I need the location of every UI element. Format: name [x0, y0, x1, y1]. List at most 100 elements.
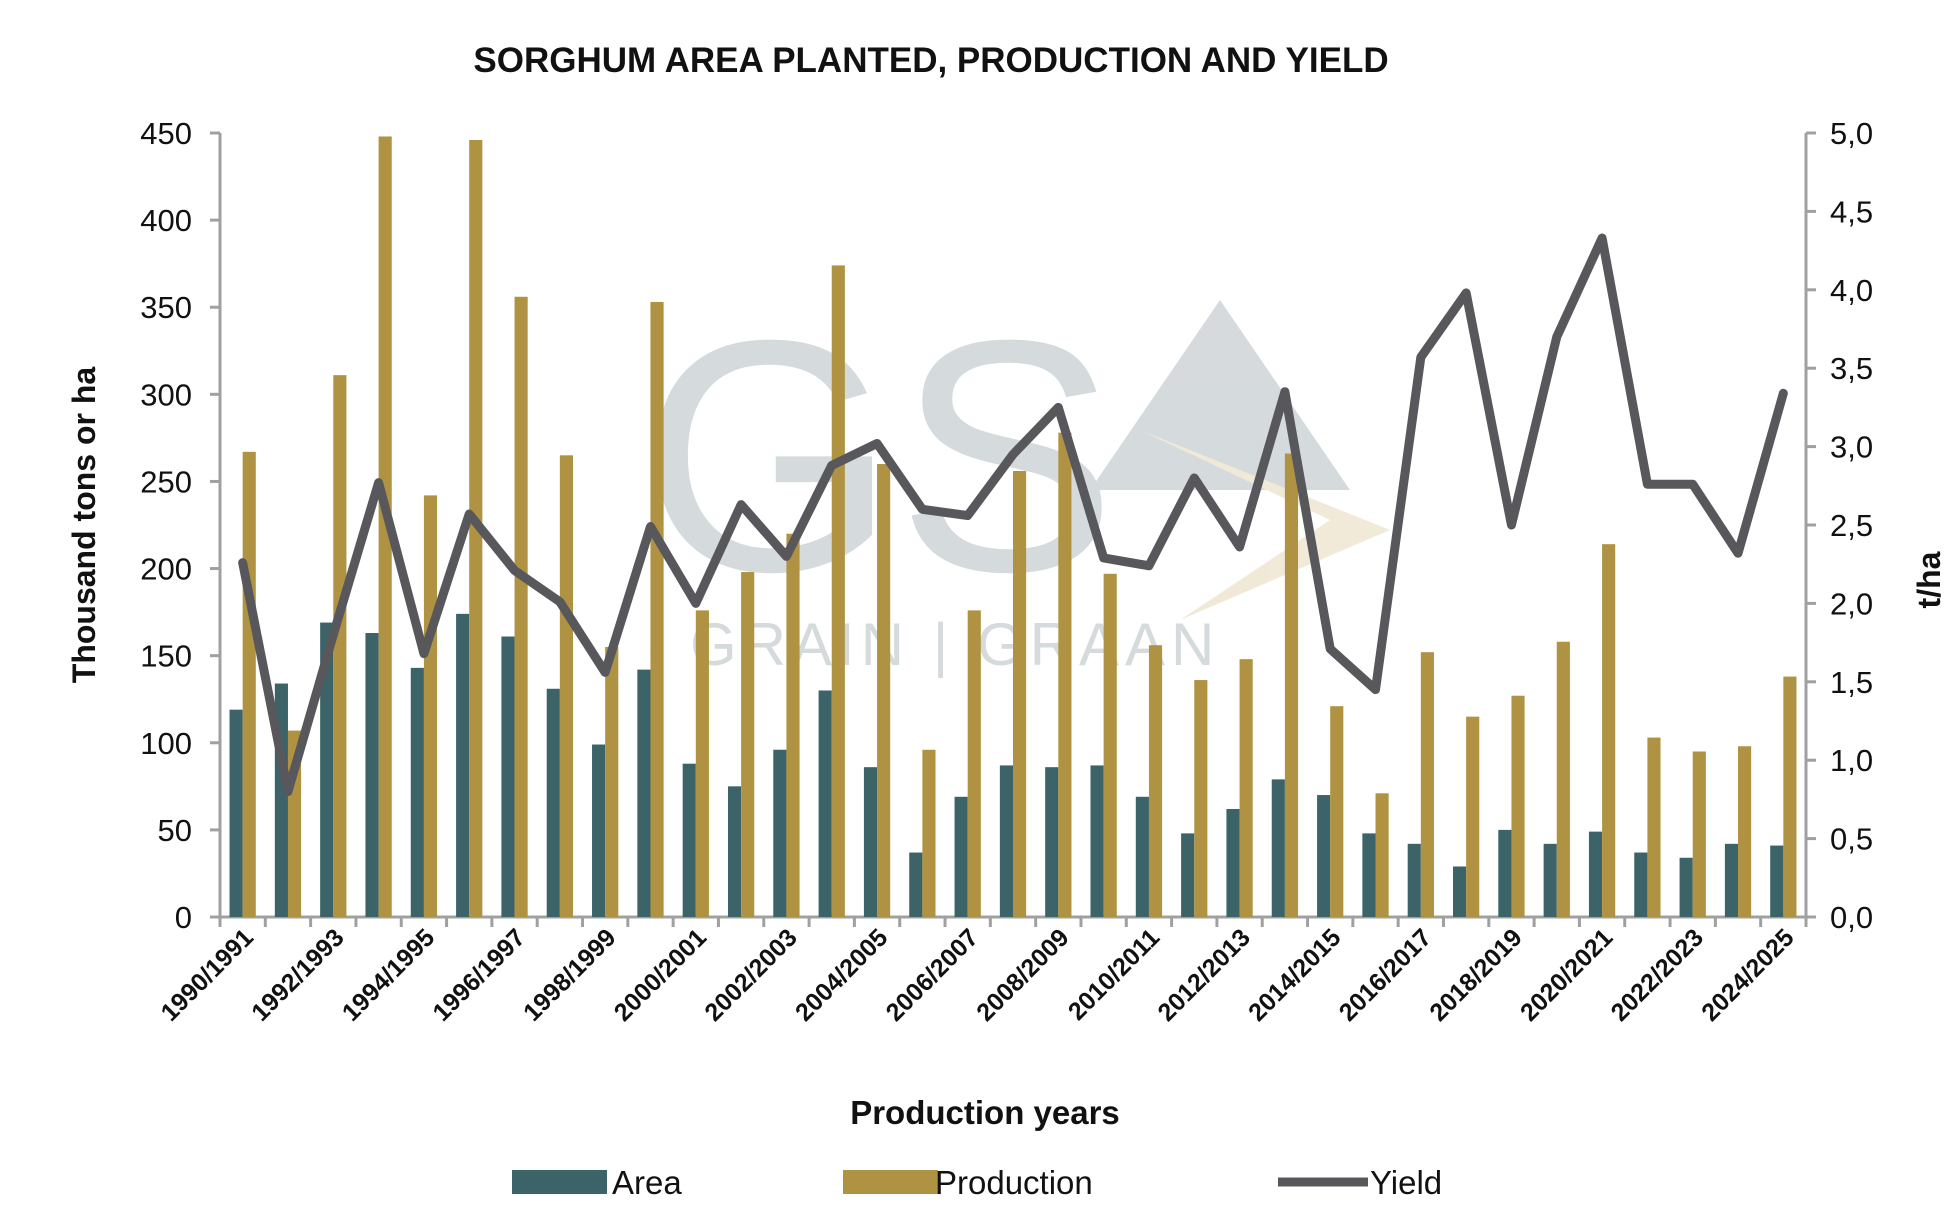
yield-point [921, 508, 924, 511]
bar-production [1103, 573, 1117, 917]
x-tick-label: 2020/2021 [1515, 923, 1618, 1026]
bar-area [501, 636, 515, 917]
yield-line-group [238, 233, 1788, 797]
bar-area [456, 613, 470, 917]
bar-area [637, 669, 651, 917]
y2-tick-label: 3,0 [1830, 430, 1873, 465]
y2-tick-label: 4,0 [1830, 273, 1873, 308]
yield-point [377, 481, 380, 484]
x-tick-label: 1998/1999 [518, 923, 621, 1026]
bar-area [909, 852, 923, 917]
bar-production [1602, 544, 1616, 917]
bar-production [242, 451, 256, 917]
x-tick-label: 2010/2011 [1063, 923, 1165, 1025]
y2-tick-label: 2,0 [1830, 586, 1873, 621]
x-tick-labels: 1990/19911992/19931994/19951996/19971998… [156, 923, 1800, 1026]
y-tick-label: 100 [140, 726, 192, 761]
bar-production [514, 296, 528, 917]
bar-production [1239, 659, 1253, 917]
bar-production [650, 301, 664, 917]
bar-production [1783, 676, 1797, 917]
yield-point [1012, 453, 1014, 456]
yield-point [422, 652, 425, 655]
bar-area [1543, 843, 1557, 917]
bar-area [1045, 767, 1059, 917]
yield-point [1329, 647, 1332, 650]
bar-production [1375, 793, 1389, 917]
bar-production [559, 455, 573, 917]
yield-point [649, 525, 652, 528]
bar-production [1647, 737, 1661, 917]
y2-tick-label: 2,5 [1830, 508, 1873, 543]
yield-point [1737, 552, 1740, 555]
x-tick-label: 1996/1997 [427, 923, 530, 1026]
y2-tick-label: 1,5 [1830, 665, 1873, 700]
yield-point [876, 442, 879, 445]
bar-area [1135, 796, 1149, 917]
legend-label-production: Production [935, 1164, 1093, 1201]
yield-point [558, 600, 561, 603]
y2-tick-label: 1,0 [1830, 743, 1873, 778]
x-tick-label: 1992/1993 [246, 923, 349, 1026]
bar-area [1271, 779, 1285, 917]
yield-point [740, 503, 743, 506]
bar-production [741, 572, 755, 917]
yield-point [1782, 392, 1785, 395]
y2-tick-label: 5,0 [1830, 116, 1873, 151]
y-axis-label: Thousand tons or ha [66, 367, 102, 684]
bar-area [1588, 831, 1603, 917]
x-axis-label: Production years [850, 1094, 1120, 1131]
yield-point [1419, 356, 1422, 359]
bar-area [320, 622, 334, 917]
bar-production [423, 495, 438, 917]
x-tick-label: 2008/2009 [971, 923, 1074, 1026]
bar-production [605, 646, 619, 917]
x-tick-label: 2018/2019 [1424, 923, 1527, 1026]
bar-area [592, 744, 606, 917]
yield-point [1691, 483, 1694, 486]
yield-point [1057, 406, 1060, 409]
bar-production [1511, 695, 1525, 917]
bar-production [877, 464, 891, 917]
y2-tick-label: 4,5 [1830, 194, 1873, 229]
yield-point [1601, 237, 1604, 240]
yield-point [694, 602, 697, 605]
bar-production [1058, 432, 1072, 917]
y-tick-label: 200 [140, 552, 192, 587]
bar-production [1420, 652, 1434, 917]
y-tick-label: 400 [140, 203, 192, 238]
bar-area [1634, 852, 1648, 917]
yield-point [1102, 556, 1105, 559]
yield-point [1283, 390, 1286, 393]
bar-area [410, 667, 424, 917]
bar-area [1724, 843, 1739, 917]
y-tick-label: 350 [140, 290, 192, 325]
y2-tick-label: 0,5 [1830, 822, 1873, 857]
x-tick-label: 2012/2013 [1152, 923, 1255, 1026]
bar-production [1284, 453, 1299, 917]
watermark-subtext: GRAIN | GRAAN [690, 611, 1220, 678]
yield-point [830, 464, 833, 467]
bar-area [1770, 845, 1784, 917]
y-tick-label: 450 [140, 116, 192, 151]
x-tick-label: 2014/2015 [1243, 923, 1346, 1026]
bar-production [1013, 470, 1027, 917]
bar-production [786, 533, 800, 917]
bar-production [695, 610, 709, 917]
bar-area [682, 763, 696, 917]
yield-point [1646, 483, 1649, 486]
yield-point [604, 671, 607, 674]
bar-area [863, 767, 878, 917]
bar-area [1362, 833, 1376, 917]
legend-label-area: Area [612, 1164, 682, 1201]
bar-area [1317, 795, 1331, 917]
bar-area [1090, 765, 1104, 917]
chart-title: SORGHUM AREA PLANTED, PRODUCTION AND YIE… [473, 41, 1388, 80]
bar-area [1407, 843, 1421, 917]
yield-point [286, 790, 289, 793]
watermark-triangle [1090, 300, 1350, 490]
yield-point [1465, 291, 1468, 294]
yield-point [1193, 476, 1196, 479]
bar-area [1181, 833, 1195, 917]
bar-area [1679, 857, 1693, 917]
